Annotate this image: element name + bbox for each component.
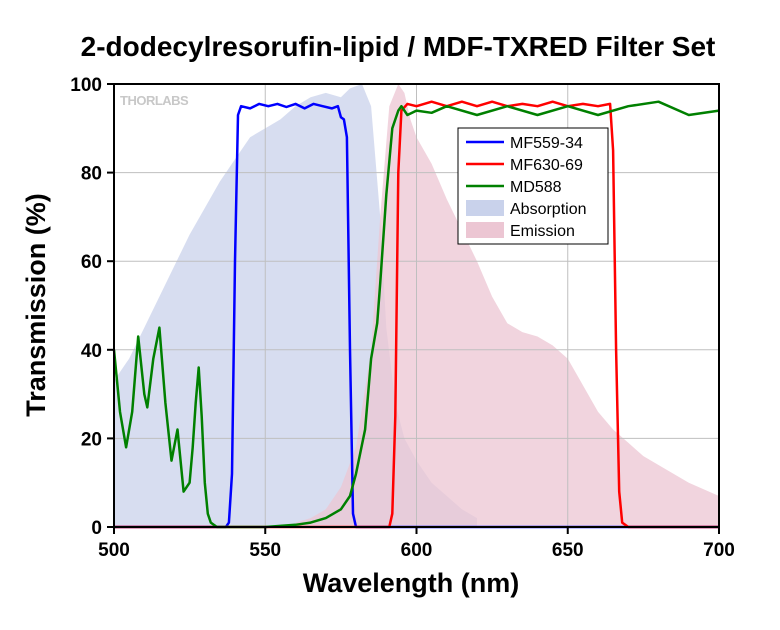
line-md588 (112, 100, 720, 529)
area-emission (295, 84, 719, 527)
y-tick-label-20: 20 (81, 429, 102, 450)
y-tick-label-100: 100 (70, 75, 102, 96)
y-tick-label-40: 40 (81, 341, 102, 362)
y-tick-label-80: 80 (81, 164, 102, 185)
thorlabs-watermark: THORLABS (120, 93, 189, 108)
x-tick-label-650: 650 (552, 540, 584, 561)
legend-label-mf559-34: MF559-34 (510, 135, 583, 152)
legend-label-md588: MD588 (510, 179, 562, 196)
plot-lines (112, 100, 720, 529)
y-axis-title: Transmission (%) (21, 193, 51, 417)
legend-swatch-absorption (466, 200, 504, 216)
x-axis-title: Wavelength (nm) (303, 568, 520, 598)
legend-label-mf630-69: MF630-69 (510, 157, 583, 174)
axis-ticks: 500 550 600 650 700 0 20 40 60 80 100 (70, 75, 735, 561)
x-tick-label-550: 550 (249, 540, 281, 561)
line-mf559-34 (114, 102, 719, 529)
y-tick-label-0: 0 (91, 518, 102, 539)
legend-label-absorption: Absorption (510, 201, 587, 218)
legend-swatch-emission (466, 222, 504, 238)
legend-label-emission: Emission (510, 223, 575, 240)
chart-title: 2-dodecylresorufin-lipid / MDF-TXRED Fil… (81, 31, 716, 62)
x-tick-label-500: 500 (98, 540, 130, 561)
plot-areas (114, 84, 719, 527)
y-tick-label-60: 60 (81, 252, 102, 273)
legend: MF559-34 MF630-69 MD588 Absorption Emission (457, 127, 609, 245)
x-tick-label-600: 600 (401, 540, 433, 561)
x-tick-label-700: 700 (703, 540, 735, 561)
